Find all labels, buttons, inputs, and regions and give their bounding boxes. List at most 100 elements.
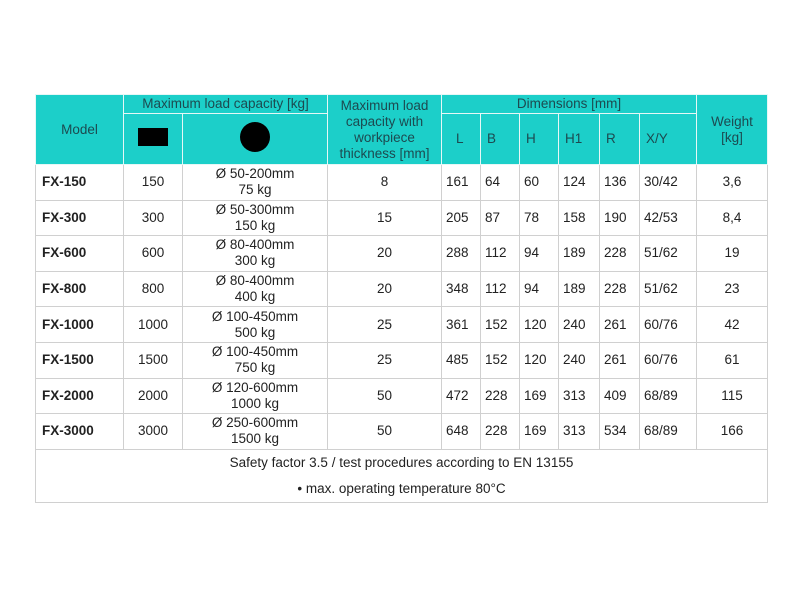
cell-model: FX-300 [35,199,124,237]
cell-h1: 313 [558,377,600,415]
cell-r: 228 [599,235,640,272]
cell-thick: 50 [327,377,442,415]
cell-w: 61 [696,341,768,379]
footer-notes: Safety factor 3.5 / test procedures acco… [35,448,768,503]
cell-h: 78 [519,199,559,237]
cell-l: 648 [441,413,481,450]
cell-model: FX-150 [35,164,124,201]
cell-l: 205 [441,199,481,237]
cell-round2: 300 kg [234,253,276,269]
cell-w: 8,4 [696,199,768,237]
header-flat [123,113,183,165]
cell-h: 94 [519,270,559,308]
cell-h1: 240 [558,306,600,343]
cell-l: 472 [441,377,481,415]
cell-h1: 124 [558,164,600,201]
cell-b: 112 [480,235,520,272]
cell-thick: 25 [327,306,442,343]
cell-round1: Ø 250-600mm [211,415,299,431]
cell-thick: 20 [327,235,442,272]
cell-round2: 750 kg [234,360,276,376]
cell-b: 152 [480,341,520,379]
cell-model: FX-600 [35,235,124,272]
header-round [182,113,328,165]
cell-flat: 300 [123,199,183,237]
header-max-load: Maximum load capacity [kg] [123,94,328,114]
cell-h: 169 [519,377,559,415]
cell-flat: 2000 [123,377,183,415]
cell-xy: 68/89 [639,377,697,415]
header-dim-h1: H1 [558,113,600,165]
cell-r: 534 [599,413,640,450]
table-row: FX-800 800 Ø 80-400mm 400 kg 20 348 112 94 189 22… [35,270,768,308]
cell-round1: Ø 100-450mm [211,344,299,360]
header-dim-b: B [480,113,520,165]
cell-h1: 313 [558,413,600,450]
header-thickness: Maximum load capacity with workpiece thi… [327,94,442,165]
cell-round1: Ø 50-300mm [215,201,295,217]
cell-model: FX-2000 [35,377,124,415]
cell-flat: 600 [123,235,183,272]
cell-r: 228 [599,270,640,308]
cell-b: 64 [480,164,520,201]
cell-round2: 75 kg [238,182,272,198]
cell-h: 60 [519,164,559,201]
cell-b: 152 [480,306,520,343]
circle-icon [240,122,270,152]
cell-xy: 60/76 [639,306,697,343]
cell-h: 169 [519,413,559,450]
cell-w: 19 [696,235,768,272]
cell-thick: 8 [327,164,442,201]
cell-l: 348 [441,270,481,308]
table-row: FX-150 150 Ø 50-200mm 75 kg 8 161 64 60 124 136 30… [35,164,768,201]
cell-round: Ø 80-400mm 400 kg [182,270,328,308]
cell-round: Ø 100-450mm 750 kg [182,341,328,379]
cell-thick: 25 [327,341,442,379]
cell-model: FX-1500 [35,341,124,379]
cell-xy: 60/76 [639,341,697,379]
cell-h1: 189 [558,270,600,308]
cell-w: 42 [696,306,768,343]
cell-round2: 1000 kg [230,395,280,411]
cell-thick: 50 [327,413,442,450]
cell-round1: Ø 120-600mm [211,379,299,395]
cell-r: 190 [599,199,640,237]
cell-flat: 1500 [123,341,183,379]
cell-b: 112 [480,270,520,308]
table-row: FX-1000 1000 Ø 100-450mm 500 kg 25 361 152 120 2… [35,306,768,343]
cell-round1: Ø 80-400mm [215,237,295,253]
cell-round: Ø 50-200mm 75 kg [182,164,328,201]
cell-flat: 800 [123,270,183,308]
footer-line-1: Safety factor 3.5 / test procedures acco… [229,454,574,470]
table-row: FX-3000 3000 Ø 250-600mm 1500 kg 50 648 228 169… [35,413,768,450]
cell-h1: 189 [558,235,600,272]
specifications-table: Model Maximum load capacity [kg] Maximum… [35,94,768,503]
cell-xy: 51/62 [639,235,697,272]
cell-round2: 500 kg [234,324,276,340]
cell-round1: Ø 100-450mm [211,308,299,324]
header-dim-xy: X/Y [639,113,697,165]
cell-b: 87 [480,199,520,237]
cell-r: 409 [599,377,640,415]
cell-round1: Ø 50-200mm [215,166,295,182]
header-dim-r: R [599,113,640,165]
cell-r: 136 [599,164,640,201]
header-dimensions: Dimensions [mm] [441,94,697,114]
cell-round1: Ø 80-400mm [215,273,295,289]
cell-h1: 158 [558,199,600,237]
rectangle-icon [138,128,168,146]
cell-l: 288 [441,235,481,272]
cell-b: 228 [480,413,520,450]
cell-l: 161 [441,164,481,201]
cell-round: Ø 120-600mm 1000 kg [182,377,328,415]
cell-round: Ø 100-450mm 500 kg [182,306,328,343]
cell-h: 120 [519,306,559,343]
cell-round: Ø 80-400mm 300 kg [182,235,328,272]
cell-xy: 42/53 [639,199,697,237]
cell-model: FX-1000 [35,306,124,343]
cell-l: 485 [441,341,481,379]
cell-r: 261 [599,341,640,379]
cell-model: FX-3000 [35,413,124,450]
cell-w: 3,6 [696,164,768,201]
cell-flat: 1000 [123,306,183,343]
